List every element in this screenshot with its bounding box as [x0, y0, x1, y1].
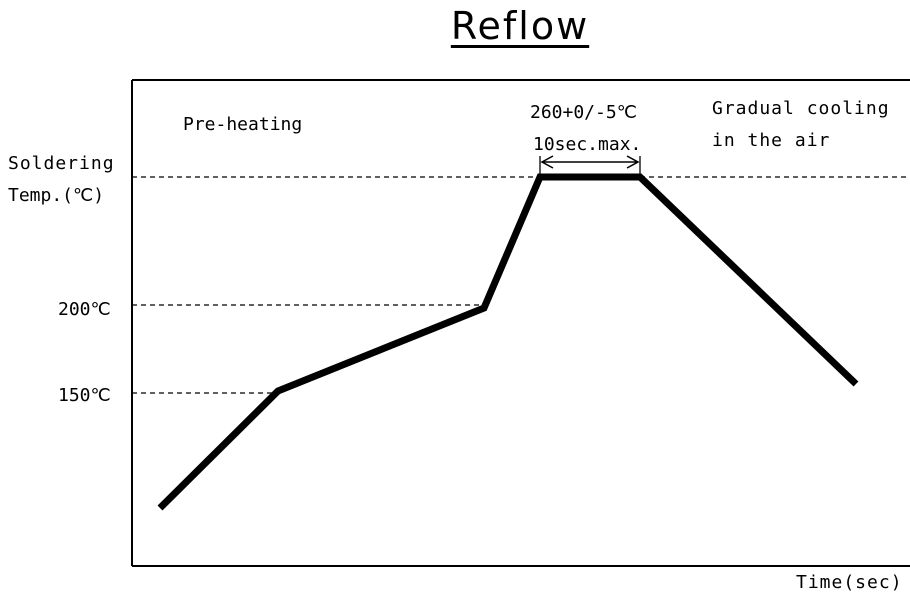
- peak-time-arrowhead-right: [626, 155, 640, 169]
- peak-time-arrowhead-left: [540, 155, 554, 169]
- cooling-label-line1: Gradual cooling: [712, 98, 890, 119]
- temp-200-label: 200℃: [58, 299, 111, 320]
- cooling-label-line2: in the air: [712, 130, 831, 151]
- diagram-title: Reflow: [450, 4, 590, 48]
- soldering-temp-label-line2: Temp.(℃): [8, 185, 105, 206]
- temp-150-label: 150℃: [58, 385, 111, 406]
- preheating-label: Pre-heating: [183, 114, 303, 135]
- reflow-profile-line: [157, 173, 859, 511]
- peak-time-label: 10sec.max.: [533, 134, 642, 155]
- time-axis-label: Time(sec): [796, 572, 903, 593]
- peak-temp-label: 260+0/-5℃: [530, 102, 637, 123]
- soldering-temp-label-line1: Soldering: [8, 153, 115, 174]
